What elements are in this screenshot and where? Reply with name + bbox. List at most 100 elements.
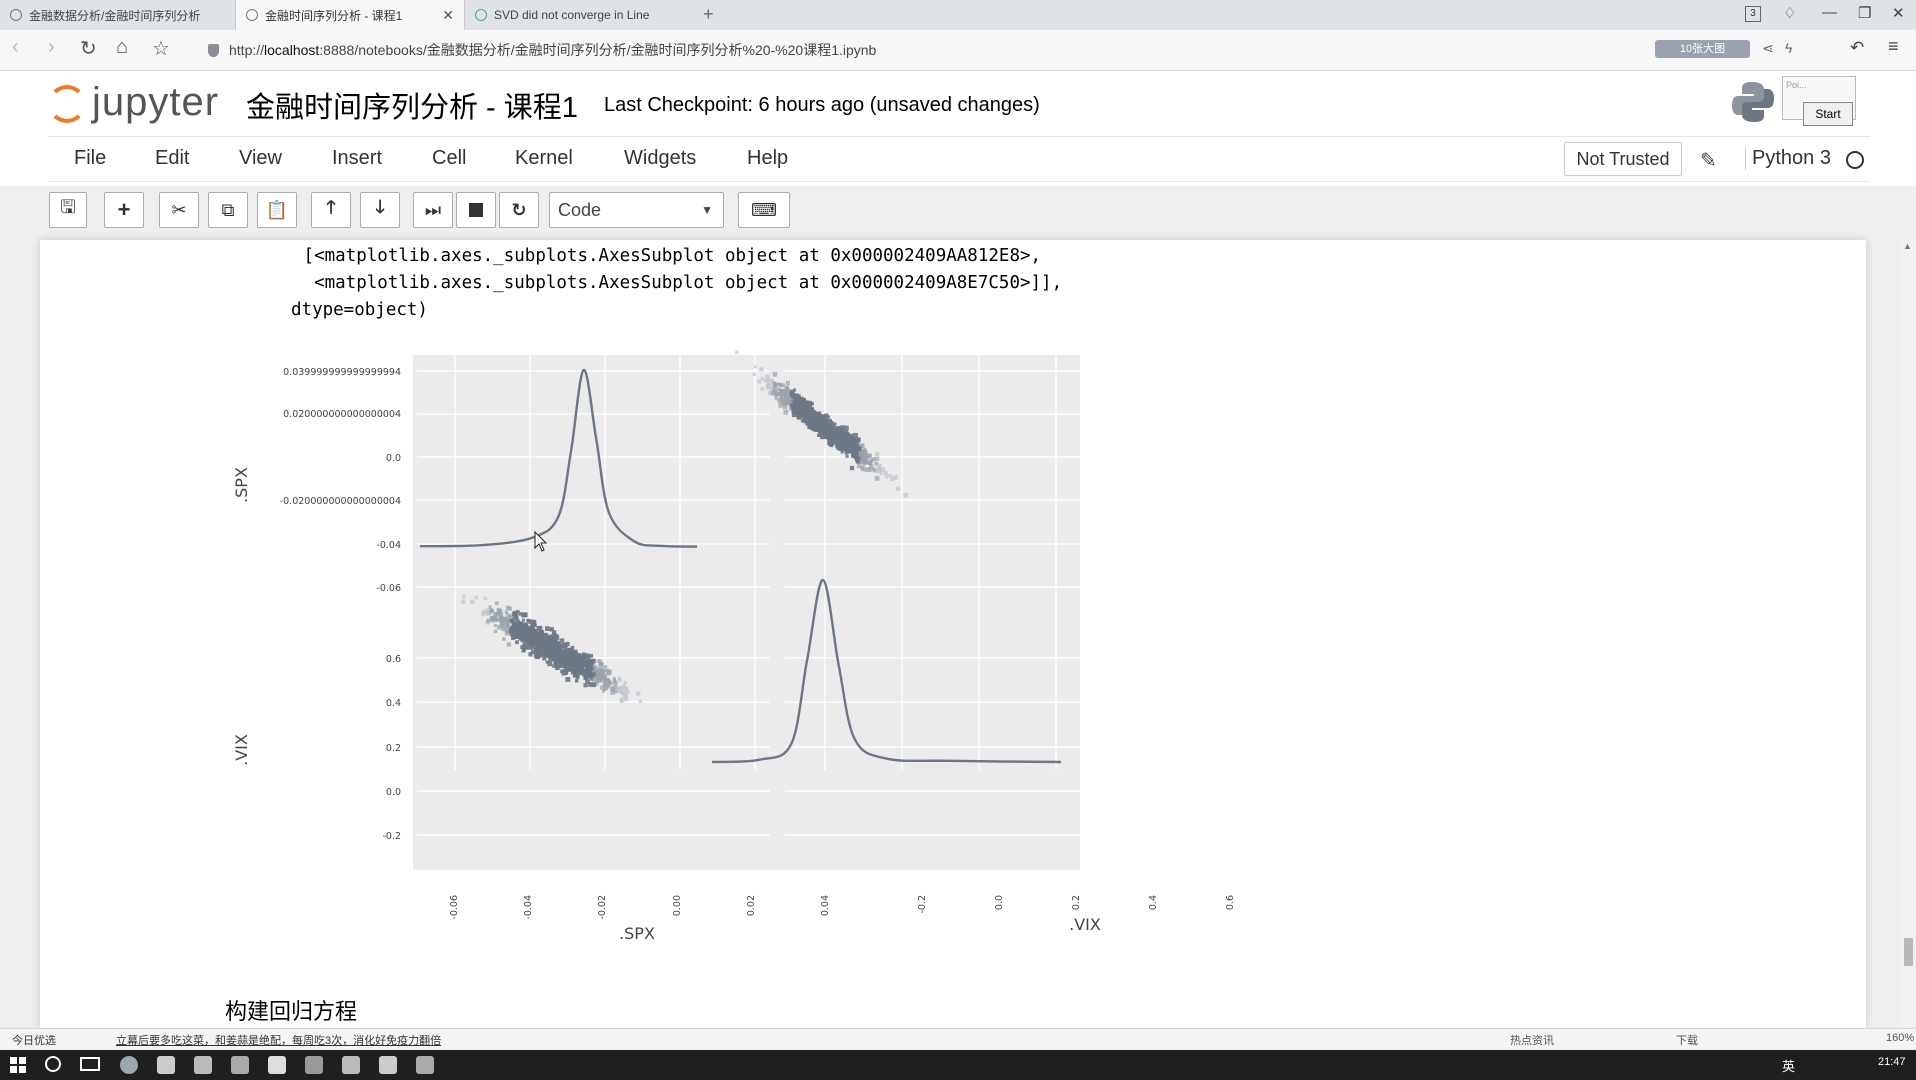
pencil-icon[interactable]: ✎ <box>1700 150 1717 172</box>
scroll-up-icon[interactable]: ▲ <box>1903 241 1912 251</box>
not-trusted-button[interactable]: Not Trusted <box>1564 142 1682 176</box>
scatter-point <box>788 405 794 411</box>
vix-y-tick: -0.2 <box>382 831 401 842</box>
scatter-point <box>613 680 618 684</box>
paste-button[interactable]: 📋 <box>257 192 297 228</box>
scatter-point <box>840 425 845 430</box>
undo-icon[interactable]: ↶ <box>1850 38 1865 57</box>
move-up-button[interactable]: 🡑 <box>311 192 351 228</box>
kernel-name[interactable]: Python 3 <box>1745 147 1831 170</box>
cell-type-select[interactable]: Code ▼ <box>549 192 724 228</box>
news-ticker-text: 立幕后要多吃这菜，和姜蒜是绝配，每周吃3次，消化好免疫力翻倍 <box>116 1035 442 1047</box>
scrollbar-thumb[interactable] <box>1904 938 1913 966</box>
scatter-point <box>868 467 873 472</box>
insert-cell-button[interactable]: + <box>104 192 144 228</box>
scatter-point <box>805 421 810 426</box>
reload-icon[interactable]: ↻ <box>80 38 97 60</box>
app-taskbar-icon[interactable] <box>342 1056 360 1074</box>
tab-count-badge[interactable]: 3 <box>1745 6 1761 22</box>
scatter-point <box>499 623 504 627</box>
scatter-point <box>808 413 813 419</box>
scatter-point <box>592 677 597 682</box>
menu-view[interactable]: View <box>239 147 282 169</box>
app-taskbar-icon[interactable] <box>231 1056 249 1074</box>
browser-tab-3[interactable]: SVD did not converge in Line <box>465 0 695 30</box>
home-icon[interactable]: ⌂ <box>116 36 129 58</box>
scatter-point <box>518 635 524 640</box>
interrupt-button[interactable] <box>456 192 496 228</box>
menu-cell[interactable]: Cell <box>432 147 467 169</box>
close-window-icon[interactable]: ✕ <box>1892 5 1905 22</box>
app-taskbar-icon[interactable] <box>268 1056 286 1074</box>
start-button[interactable]: Start <box>1803 102 1853 126</box>
scatter-point <box>591 682 597 688</box>
browser-status-bar <box>0 1028 1916 1051</box>
app-taskbar-icon[interactable] <box>416 1056 434 1074</box>
taskbar-clock[interactable]: 21:47 <box>1878 1056 1906 1068</box>
app-taskbar-icon[interactable] <box>305 1056 323 1074</box>
scatter-point <box>554 654 560 660</box>
move-down-button[interactable]: 🡓 <box>360 192 400 228</box>
scatter-point <box>816 427 821 432</box>
url-field[interactable]: http://localhost:8888/notebooks/金融数据分析/金… <box>208 36 1658 64</box>
scatter-point <box>515 619 520 624</box>
menu-kernel[interactable]: Kernel <box>515 147 573 169</box>
browser-taskbar-icon[interactable] <box>120 1056 138 1074</box>
browser-tab-2[interactable]: 金融时间序列分析 - 课程1 ✕ <box>235 0 465 30</box>
scatter-point <box>491 619 495 623</box>
keyboard-shortcuts-button[interactable]: ⌨ <box>738 192 790 228</box>
download-link[interactable]: 下载 <box>1676 1035 1698 1047</box>
menu-file[interactable]: File <box>74 147 107 169</box>
news-ticker-link[interactable]: 立幕后要多吃这菜，和姜蒜是绝配，每周吃3次，消化好免疫力翻倍 <box>116 1032 441 1048</box>
back-icon[interactable]: ‹ <box>12 36 19 58</box>
close-tab-icon[interactable]: ✕ <box>442 6 454 23</box>
menu-icon[interactable]: ≡ <box>1888 36 1899 56</box>
scatter-point <box>523 627 527 631</box>
hot-news-link[interactable]: 热点资讯 <box>1510 1035 1554 1047</box>
restart-button[interactable]: ↻ <box>499 192 539 228</box>
app-taskbar-icon[interactable] <box>194 1056 212 1074</box>
flash-icon[interactable]: ϟ <box>1785 40 1793 56</box>
search-icon[interactable] <box>45 1056 61 1072</box>
scatter-point <box>519 630 524 635</box>
explorer-taskbar-icon[interactable] <box>157 1056 175 1074</box>
menu-help[interactable]: Help <box>747 147 789 169</box>
windows-start-icon[interactable] <box>10 1057 26 1073</box>
run-button[interactable]: ⏭ <box>413 192 453 228</box>
new-tab-button[interactable]: + <box>703 4 714 24</box>
cut-button[interactable]: ✂ <box>159 192 199 228</box>
copy-button[interactable]: ⧉ <box>208 192 248 228</box>
menu-edit[interactable]: Edit <box>155 147 190 169</box>
task-view-icon[interactable] <box>80 1057 100 1071</box>
scatter-point <box>867 453 872 458</box>
browser-tab-1[interactable]: 金融数据分析/金融时间序列分析 <box>0 0 235 30</box>
scatter-point <box>606 684 611 689</box>
scatter-point <box>893 475 898 480</box>
shirt-icon[interactable]: ♢ <box>1783 5 1797 22</box>
scatter-point <box>838 447 842 451</box>
scatter-point <box>803 406 808 411</box>
forward-icon[interactable]: › <box>48 36 55 58</box>
share-icon[interactable]: ⋖ <box>1762 40 1774 56</box>
restore-icon[interactable]: ❐ <box>1858 5 1872 22</box>
zoom-level[interactable]: 160% <box>1886 1032 1915 1044</box>
scatter-point <box>782 405 788 410</box>
save-button[interactable]: 🖫 <box>49 192 87 228</box>
scatter-point <box>503 616 507 621</box>
notebook-title[interactable]: 金融时间序列分析 - 课程1 <box>246 92 578 124</box>
scatter-point <box>838 432 842 436</box>
menu-insert[interactable]: Insert <box>332 147 383 169</box>
jupyter-logo[interactable]: jupyter <box>48 80 219 125</box>
star-icon[interactable]: ☆ <box>152 38 170 60</box>
scatter-point <box>796 414 802 420</box>
app-taskbar-icon[interactable] <box>379 1056 397 1074</box>
page-scrollbar[interactable] <box>1900 240 1916 1028</box>
menu-widgets[interactable]: Widgets <box>624 147 697 169</box>
daily-picks-link[interactable]: 今日优选 <box>12 1032 56 1048</box>
input-language[interactable]: 英 <box>1782 1059 1796 1074</box>
scatter-point <box>583 668 589 674</box>
minimize-icon[interactable]: — <box>1822 4 1837 21</box>
image-badge[interactable]: 10张大图 <box>1655 40 1750 58</box>
scatter-point <box>829 425 835 431</box>
scatter-point <box>536 639 542 645</box>
